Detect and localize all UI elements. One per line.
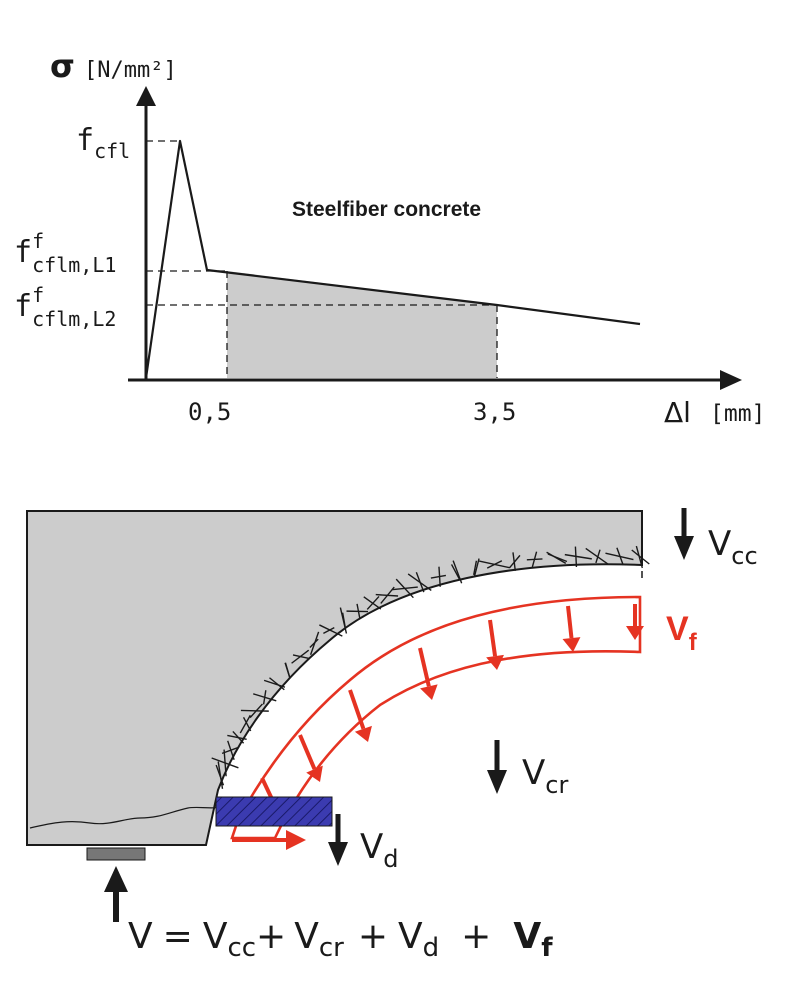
fiber-force-arrow-shaft: [418, 647, 431, 687]
fiber-force-arrow-head: [562, 637, 581, 652]
rebar-block: [215, 796, 333, 827]
vcr-label: Vcr: [522, 753, 568, 799]
steel-fiber: [239, 714, 251, 734]
stress-curve: [144, 139, 641, 379]
fiber-force-arrow-shaft: [566, 605, 574, 639]
steel-fiber: [249, 703, 263, 719]
steel-fiber: [438, 566, 441, 587]
steel-fiber: [232, 730, 245, 744]
steel-fiber: [509, 554, 521, 569]
fiber-force-arrow-shaft: [348, 689, 366, 730]
level1-label: ff cflm,L1: [14, 229, 116, 277]
steel-fiber: [242, 717, 252, 732]
flexural-crack-line: [29, 805, 229, 829]
bridging-fibers: [211, 545, 650, 789]
shear-equation: V = Vcc+ Vcr + Vd + Vf: [128, 916, 553, 963]
fiber-force-arrow-head: [420, 684, 438, 700]
support-reaction-arrow: [104, 866, 128, 922]
steel-fiber: [473, 560, 478, 576]
x-tick-label-0-5: 0,5: [188, 398, 231, 426]
steel-fiber: [366, 595, 380, 610]
fiber-bottom-arrow: [232, 830, 306, 850]
steel-fiber: [631, 549, 650, 565]
shaded-energy-area: [227, 271, 497, 378]
concrete-beam: [26, 510, 643, 846]
steel-fiber: [391, 586, 418, 591]
fiber-force-arrow-head: [626, 626, 644, 640]
fiber-force-arrow-head: [354, 725, 372, 742]
steel-fiber: [263, 679, 286, 688]
steel-fiber: [323, 627, 335, 634]
fiber-force-arrow-shaft: [298, 734, 317, 770]
curve-label: Steelfiber concrete: [292, 198, 481, 221]
y-axis-unit: [N/mm²]: [84, 58, 177, 83]
x-axis-arrowhead: [720, 370, 742, 390]
vcr-arrow: [487, 740, 507, 794]
steel-fiber: [215, 764, 225, 786]
steel-fiber: [341, 612, 347, 629]
beam-shear-diagram: Vcc Vf Vcr Vd: [26, 508, 758, 922]
y-axis-arrowhead: [136, 86, 156, 106]
steel-fiber: [526, 558, 543, 561]
vcc-arrow: [674, 508, 694, 560]
steel-fiber: [564, 553, 592, 560]
steel-fiber: [585, 547, 609, 565]
steel-fiber: [407, 573, 432, 592]
steel-fiber: [240, 709, 269, 712]
steel-fiber: [309, 638, 319, 648]
level2-label: ff cflm,L2: [14, 283, 116, 331]
fiber-force-arrow-shaft: [488, 619, 498, 657]
steel-fiber: [452, 560, 463, 584]
steel-fiber: [473, 558, 480, 578]
steel-fiber: [253, 693, 277, 702]
steel-fiber: [291, 649, 310, 664]
steel-fiber: [227, 734, 247, 740]
steel-fiber: [319, 624, 343, 637]
steel-fiber: [356, 603, 361, 619]
steel-fiber: [635, 545, 644, 569]
steel-fiber: [292, 654, 310, 660]
fiber-force-arrow-head: [486, 654, 504, 670]
vf-label: Vf: [666, 610, 698, 656]
steel-fiber: [223, 749, 227, 777]
stress-deformation-graph: σ [N/mm²] fcfl ff cflm,L1 ff cflm,L2 Steel…: [14, 47, 765, 429]
y-axis-label: σ: [50, 47, 75, 85]
steel-fiber: [430, 574, 447, 579]
support-plate: [86, 847, 146, 861]
vd-arrow: [328, 814, 348, 866]
vd-label: Vd: [360, 827, 399, 873]
steel-fiber: [486, 560, 503, 569]
steel-fiber: [450, 564, 461, 580]
x-axis-label: Δl: [664, 396, 691, 429]
vcc-label: Vcc: [708, 524, 758, 570]
x-tick-label-3-5: 3,5: [473, 398, 516, 426]
steel-fiber: [284, 662, 291, 678]
dashed-guides: [146, 140, 498, 378]
steel-fiber: [269, 677, 285, 691]
steel-fiber: [375, 593, 399, 597]
peak-label: fcfl: [76, 123, 130, 163]
steel-fiber: [616, 547, 624, 566]
x-axis-unit: [mm]: [710, 401, 765, 427]
steel-fiber: [546, 551, 567, 564]
fiber-force-arrow-head: [306, 765, 323, 782]
